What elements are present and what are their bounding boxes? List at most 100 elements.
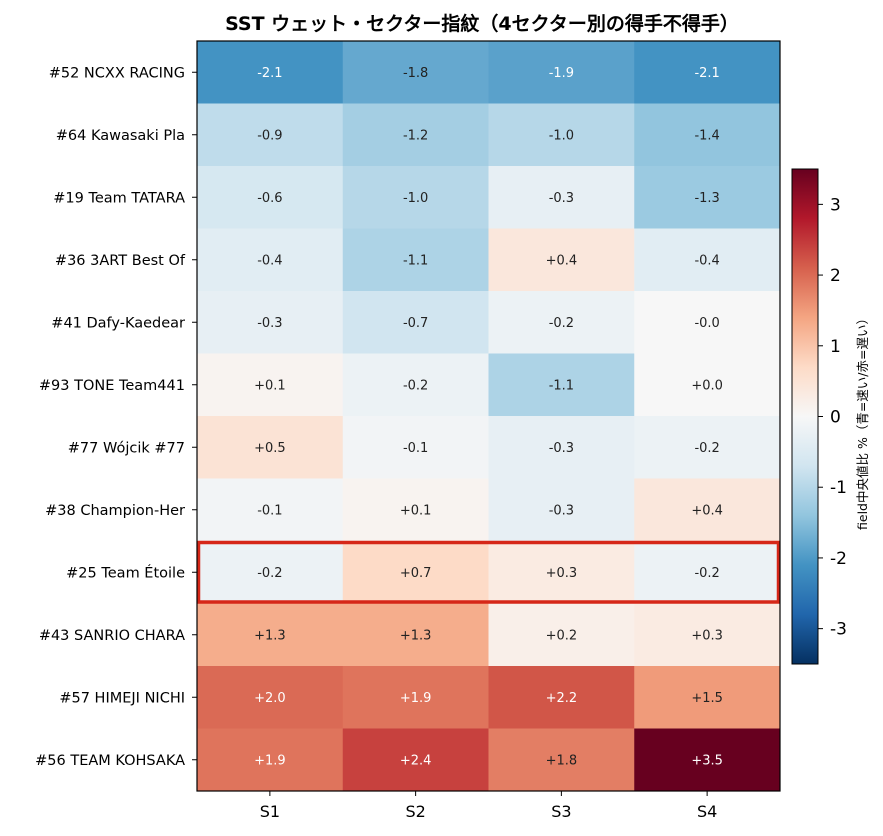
cell-value-label: +1.8 [546,753,578,768]
cell-value-label: -0.2 [549,316,574,331]
cell-value-label: -1.8 [403,66,428,81]
cell-value-label: -0.2 [403,378,428,393]
colorbar-ticks: -3 -2 -1 0 1 2 3 [818,195,847,640]
cell-value-label: +0.3 [691,628,723,643]
cell-value-label: -0.3 [257,316,282,331]
heatmap-cell [197,416,344,479]
heatmap-cell [342,41,489,104]
cell-value-label: +0.7 [400,566,432,581]
heatmap-cell [488,728,635,792]
cell-value-label: +1.5 [691,691,723,706]
heatmap-cell [197,166,344,229]
heatmap-cell [634,353,781,417]
heatmap-cells [197,41,781,792]
colorbar-tick-label: -2 [830,549,847,569]
heatmap-cell [197,228,344,292]
row-label: #19 Team TATARA [53,190,185,206]
heatmap-cell [488,478,635,542]
cell-value-labels: -2.1 -1.8 -1.9 -2.1 -0.9 -1.2 -1.0 -1.4 -0.6 -1.0… [254,66,723,769]
cell-value-label: +3.5 [691,753,723,768]
heatmap-cell [634,416,781,479]
heatmap-cell [342,666,489,729]
cell-value-label: -0.2 [694,566,719,581]
cell-value-label: +2.0 [254,691,286,706]
cell-value-label: +1.9 [400,691,432,706]
heatmap-cell [488,166,635,229]
colorbar-gradient [791,168,819,665]
row-label: #38 Champion-Her [45,503,185,519]
row-label: #43 SANRIO CHARA [39,628,185,644]
heatmap-cell [488,666,635,729]
cell-value-label: -1.9 [549,66,574,81]
cell-value-label: -1.2 [403,128,428,143]
cell-value-label: -0.7 [403,316,428,331]
cell-value-label: +2.2 [546,691,578,706]
heatmap-cell [342,416,489,479]
cell-value-label: -0.6 [257,191,282,206]
colorbar-tick-label: -3 [830,620,847,640]
heatmap-cell [197,541,344,604]
cell-value-label: -0.4 [694,253,719,268]
heatmap-cell [197,41,344,104]
heatmap-cell [634,291,781,354]
heatmap-cell [342,728,489,792]
row-label: #36 3ART Best Of [55,253,186,269]
heatmap-cell [342,166,489,229]
column-label: S1 [260,802,280,821]
cell-value-label: -0.1 [257,503,282,518]
heatmap-cell [342,478,489,542]
heatmap-cell [488,353,635,417]
heatmap-cell [342,541,489,604]
cell-value-label: +0.1 [254,378,286,393]
row-label: #77 Wójcik #77 [68,440,185,456]
row-label: #52 NCXX RACING [49,65,185,81]
cell-value-label: +0.4 [691,503,723,518]
heatmap-cell [634,603,781,667]
colorbar-tick-label: 3 [830,195,841,215]
heatmap-cell [488,41,635,104]
cell-value-label: +2.4 [400,753,432,768]
heatmap-cell [488,416,635,479]
colorbar-tick-label: 0 [830,408,841,428]
row-label: #93 TONE Team441 [39,378,185,394]
y-axis-labels: #52 NCXX RACING #64 Kawasaki Pla #19 Team… [35,65,197,769]
cell-value-label: +1.3 [400,628,432,643]
cell-value-label: +0.2 [546,628,578,643]
row-label: #57 HIMEJI NICHI [59,690,185,706]
cell-value-label: -1.1 [549,378,574,393]
heatmap-cell [342,228,489,292]
heatmap-cell [342,103,489,167]
heatmap-cell [197,666,344,729]
cell-value-label: -1.0 [549,128,574,143]
colorbar-tick-label: 1 [830,337,841,357]
colorbar-tick-label: -1 [830,478,847,498]
row-label: #56 TEAM KOHSAKA [35,753,185,769]
heatmap-cell [488,541,635,604]
heatmap-cell [197,353,344,417]
highlight-layer [196,540,781,604]
heatmap-cell [488,103,635,167]
cell-value-label: -0.2 [257,566,282,581]
cell-value-label: -2.1 [257,66,282,81]
heatmap-cell [488,603,635,667]
column-label: S2 [405,802,425,821]
cell-value-label: +1.9 [254,753,286,768]
x-axis-labels: S1 S2 S3 S4 [260,791,717,821]
heatmap-cell [342,291,489,354]
cell-value-label: -0.1 [403,441,428,456]
plot-frame [196,40,781,792]
heatmap-cell [634,41,781,104]
cell-value-label: -0.0 [694,316,719,331]
cell-value-label: -0.3 [549,441,574,456]
heatmap-cell [197,603,344,667]
heatmap-cell [634,666,781,729]
cell-value-label: -0.4 [257,253,282,268]
heatmap-cell [634,541,781,604]
column-label: S4 [697,802,717,821]
cell-value-label: -0.3 [549,191,574,206]
colorbar-label: field中央値比 %（青=速い/赤=遅い） [855,312,870,530]
row-label: #25 Team Étoile [66,564,185,581]
heatmap-cell [197,478,344,542]
column-label: S3 [551,802,571,821]
